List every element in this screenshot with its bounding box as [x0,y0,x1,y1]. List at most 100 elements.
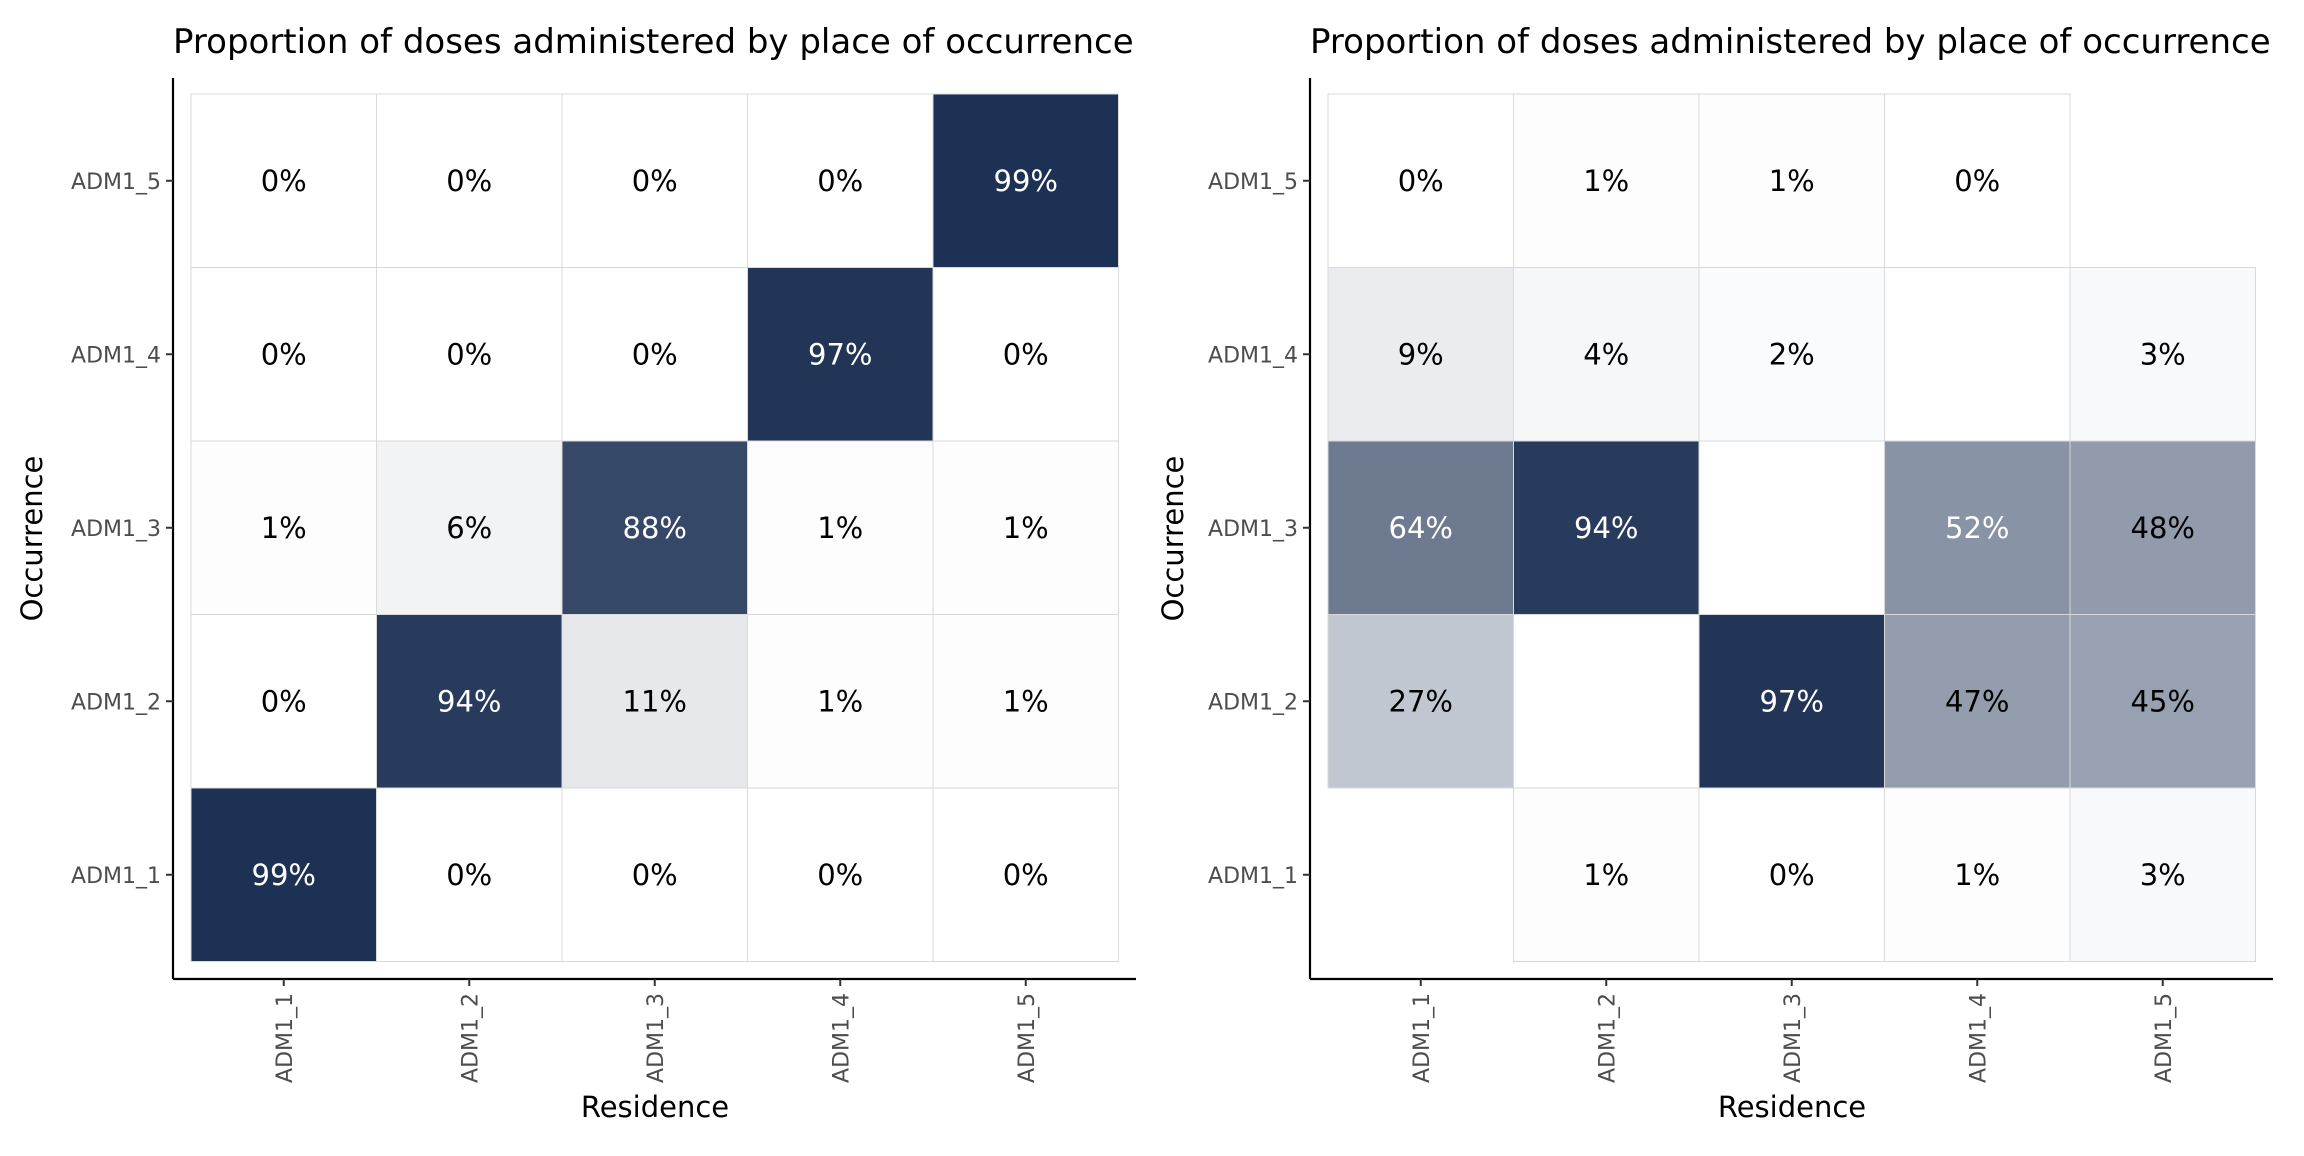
y-tick-label: ADM1_1 [1208,864,1298,889]
cell-value-label: 0% [632,164,678,198]
cell-value-label: 3% [2140,337,2186,371]
cell-value-label: 0% [446,858,492,892]
heatmap-cell [376,787,563,962]
heatmap-cell [376,93,563,268]
heatmap-cell [747,614,934,789]
heatmap-cell [561,440,748,615]
x-tick-label: ADM1_5 [1015,993,1040,1083]
cell-value-label: 4% [1583,337,1629,371]
cell-value-label: 3% [2140,858,2186,892]
cell-value-label: 0% [632,337,678,371]
cell-value-label: 1% [261,511,307,545]
x-tick-label: ADM1_3 [1781,993,1806,1083]
cell-value-label: 52% [1945,511,2009,545]
cell-value-label: 99% [252,858,316,892]
heatmap-cell [932,93,1119,268]
cell-value-label: 1% [1003,684,1049,718]
heatmap-cell [932,787,1119,962]
heatmap-cell [1884,614,2071,789]
y-tick-label: ADM1_1 [71,864,161,889]
heatmap-cell [932,614,1119,789]
cell-value-label: 0% [1398,164,1444,198]
chart-title: Proportion of doses administered by plac… [173,22,1134,62]
cell-value-label: 1% [1583,858,1629,892]
heatmap-cell [1513,267,1700,442]
y-tick-label: ADM1_4 [1208,343,1298,368]
cell-value-label: 2% [1769,337,1815,371]
cell-value-label: 94% [1574,511,1638,545]
x-tick-label: ADM1_2 [1595,993,1620,1083]
heatmap-cell [1513,93,1700,268]
cell-value-label: 97% [1760,684,1824,718]
heatmap-cell [747,93,934,268]
cell-value-label: 94% [437,684,501,718]
y-tick-label: ADM1_3 [1208,517,1298,542]
heatmap-cell [376,267,563,442]
heatmap-cell [932,267,1119,442]
cell-value-label: 0% [1769,858,1815,892]
cell-value-label: 0% [817,164,863,198]
heatmap-cell [1884,440,2071,615]
cell-value-label: 1% [817,684,863,718]
x-tick-label: ADM1_4 [829,993,854,1083]
y-tick-label: ADM1_5 [71,170,161,195]
heatmap-cell [747,440,934,615]
heatmap-cell [1884,93,2071,268]
cell-value-label: 0% [1003,337,1049,371]
heatmap-cell [2069,614,2256,789]
heatmap-cell [1698,267,1885,442]
cell-value-label: 9% [1398,337,1444,371]
cell-value-label: 0% [261,337,307,371]
heatmap-cell [190,267,377,442]
cell-value-label: 1% [817,511,863,545]
cell-value-label: 0% [446,337,492,371]
x-tick-label: ADM1_2 [458,993,483,1083]
heatmap-cell [190,787,377,962]
y-tick-label: ADM1_2 [71,690,161,715]
cell-value-label: 48% [2131,511,2195,545]
cell-value-label: 88% [623,511,687,545]
heatmap-cell [1327,93,1514,268]
x-tick-label: ADM1_1 [273,993,298,1083]
heatmap-cell [2069,267,2256,442]
heatmap-cell [1698,614,1885,789]
cell-value-label: 0% [446,164,492,198]
x-axis-title: Residence [1718,1090,1866,1124]
heatmap-panel-2: Proportion of doses administered by plac… [1156,22,2273,1124]
cell-value-label: 27% [1389,684,1453,718]
heatmap-cell [190,93,377,268]
heatmap-cell [376,440,563,615]
x-axis-title: Residence [581,1090,729,1124]
heatmap-cell [561,267,748,442]
heatmap-cell [932,440,1119,615]
cell-value-label: 1% [1583,164,1629,198]
x-tick-label: ADM1_5 [2152,993,2177,1083]
cell-value-label: 47% [1945,684,2009,718]
cell-value-label: 99% [994,164,1058,198]
cell-value-label: 1% [1954,858,2000,892]
cell-value-label: 0% [817,858,863,892]
cell-value-label: 1% [1003,511,1049,545]
heatmap-cell [2069,787,2256,962]
chart-title: Proportion of doses administered by plac… [1310,22,2271,62]
cell-value-label: 0% [1954,164,2000,198]
heatmap-cell [1327,614,1514,789]
heatmap-cell [1513,787,1700,962]
cell-value-label: 0% [1003,858,1049,892]
cell-value-label: 64% [1389,511,1453,545]
x-tick-label: ADM1_3 [644,993,669,1083]
cell-value-label: 45% [2131,684,2195,718]
heatmap-cell [190,614,377,789]
y-tick-label: ADM1_2 [1208,690,1298,715]
cell-value-label: 0% [632,858,678,892]
y-tick-label: ADM1_4 [71,343,161,368]
cell-value-label: 0% [261,684,307,718]
heatmap-cell [1327,267,1514,442]
heatmap-cell [376,614,563,789]
y-tick-label: ADM1_5 [1208,170,1298,195]
heatmap-panel-1: Proportion of doses administered by plac… [15,22,1136,1124]
heatmap-cell [1884,787,2071,962]
y-axis-title: Occurrence [1156,456,1190,622]
